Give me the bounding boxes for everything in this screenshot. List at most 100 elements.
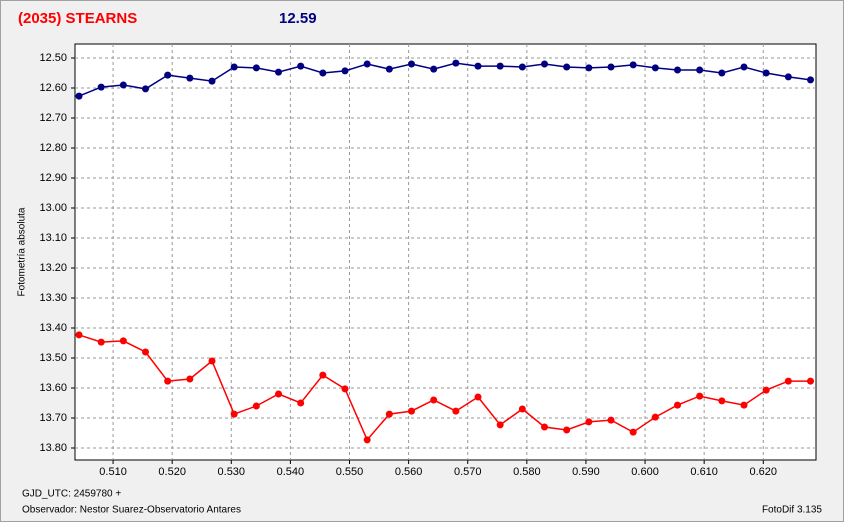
point — [119, 337, 127, 345]
point — [319, 371, 327, 379]
point — [341, 385, 349, 393]
software: FotoDif 3.135 — [762, 505, 822, 516]
y-axis-label: Fotometría absoluta — [17, 207, 28, 296]
chart-subtitle: 12.59 — [279, 10, 317, 27]
point — [75, 92, 83, 100]
point — [230, 410, 238, 418]
point — [75, 331, 83, 339]
y-tick-label: 13.00 — [39, 202, 67, 214]
y-tick-label: 13.70 — [39, 412, 67, 424]
point — [297, 62, 305, 70]
point — [164, 377, 172, 385]
point — [319, 69, 327, 77]
point — [252, 402, 260, 410]
point — [807, 377, 815, 385]
series-line — [78, 62, 811, 97]
point — [740, 401, 748, 409]
point — [252, 64, 260, 72]
y-tick-label: 13.20 — [39, 262, 67, 274]
point — [629, 428, 637, 436]
point — [718, 69, 726, 77]
point — [585, 418, 593, 426]
point — [186, 74, 194, 82]
point — [341, 67, 349, 75]
point — [97, 83, 105, 91]
point — [651, 64, 659, 72]
x-tick-label: 0.510 — [99, 466, 127, 478]
point — [474, 393, 482, 401]
point — [762, 386, 770, 394]
point — [585, 64, 593, 72]
point — [651, 413, 659, 421]
y-tick-label: 12.90 — [39, 172, 67, 184]
x-tick-label: 0.560 — [395, 466, 423, 478]
point — [385, 410, 393, 418]
point — [408, 407, 416, 415]
x-axis-label: GJD_UTC: 2459780 + — [22, 489, 121, 500]
series-line — [78, 334, 811, 442]
y-tick-label: 13.50 — [39, 352, 67, 364]
point — [607, 416, 615, 424]
point — [186, 375, 194, 383]
point — [807, 76, 815, 84]
point — [696, 392, 704, 400]
point — [408, 60, 416, 68]
point — [97, 338, 105, 346]
x-tick-label: 0.590 — [572, 466, 600, 478]
point — [496, 62, 504, 70]
point — [430, 396, 438, 404]
y-tick-label: 12.60 — [39, 82, 67, 94]
x-tick-label: 0.520 — [158, 466, 186, 478]
point — [363, 436, 371, 444]
point — [430, 65, 438, 73]
y-tick-label: 13.40 — [39, 322, 67, 334]
observer: Observador: Nestor Suarez-Observatorio A… — [22, 505, 241, 516]
point — [629, 61, 637, 69]
point — [363, 60, 371, 68]
x-tick-label: 0.610 — [690, 466, 718, 478]
point — [275, 390, 283, 398]
x-tick-label: 0.600 — [631, 466, 659, 478]
y-tick-label: 13.10 — [39, 232, 67, 244]
y-tick-label: 12.50 — [39, 52, 67, 64]
point — [142, 85, 150, 93]
point — [541, 60, 549, 68]
point — [674, 66, 682, 74]
point — [607, 63, 615, 71]
y-tick-label: 13.60 — [39, 382, 67, 394]
point — [452, 59, 460, 67]
point — [208, 357, 216, 365]
x-tick-label: 0.550 — [336, 466, 364, 478]
point — [230, 63, 238, 71]
x-tick-label: 0.620 — [750, 466, 778, 478]
point — [142, 348, 150, 356]
point — [762, 69, 770, 77]
point — [674, 401, 682, 409]
point — [740, 63, 748, 71]
point — [208, 77, 216, 85]
x-tick-label: 0.570 — [454, 466, 482, 478]
point — [518, 63, 526, 71]
x-tick-label: 0.530 — [218, 466, 246, 478]
point — [784, 73, 792, 81]
point — [696, 66, 704, 74]
point — [474, 62, 482, 70]
y-tick-label: 13.30 — [39, 292, 67, 304]
y-tick-label: 13.80 — [39, 442, 67, 454]
point — [784, 377, 792, 385]
point — [119, 81, 127, 89]
point — [385, 65, 393, 73]
x-tick-label: 0.580 — [513, 466, 541, 478]
chart-title: (2035) STEARNS — [18, 10, 137, 27]
point — [541, 423, 549, 431]
point — [563, 63, 571, 71]
point — [518, 405, 526, 413]
point — [496, 421, 504, 429]
plot-area — [74, 43, 817, 461]
point — [718, 397, 726, 405]
y-tick-label: 12.80 — [39, 142, 67, 154]
point — [275, 68, 283, 76]
point — [452, 407, 460, 415]
x-tick-label: 0.540 — [277, 466, 305, 478]
